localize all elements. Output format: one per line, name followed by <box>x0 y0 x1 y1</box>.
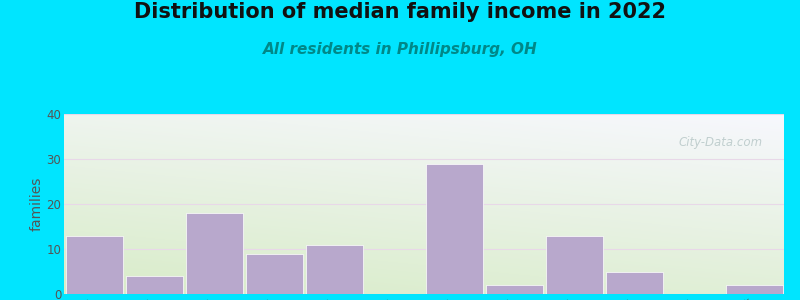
Bar <box>426 164 482 294</box>
Bar <box>606 272 662 294</box>
Bar <box>486 285 542 294</box>
Bar <box>66 236 122 294</box>
Bar <box>186 213 242 294</box>
Bar <box>306 244 362 294</box>
Bar <box>126 276 182 294</box>
Bar <box>246 254 302 294</box>
Bar <box>546 236 602 294</box>
Bar <box>726 285 782 294</box>
Y-axis label: families: families <box>30 177 43 231</box>
Text: Distribution of median family income in 2022: Distribution of median family income in … <box>134 2 666 22</box>
Text: City-Data.com: City-Data.com <box>678 136 762 148</box>
Text: All residents in Phillipsburg, OH: All residents in Phillipsburg, OH <box>262 42 538 57</box>
